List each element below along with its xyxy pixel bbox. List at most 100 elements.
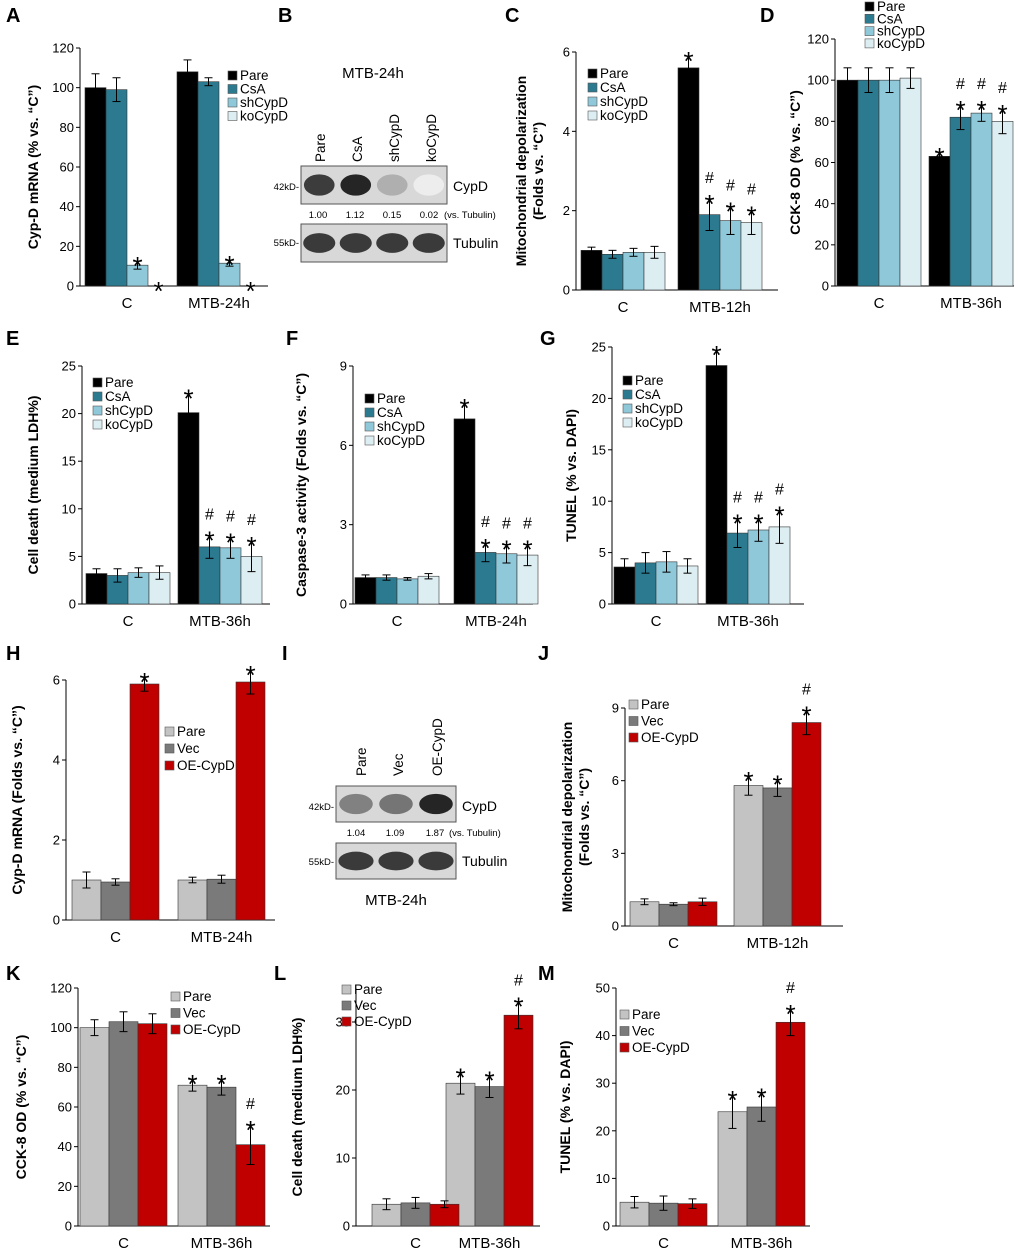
x-category-label: MTB-36h xyxy=(189,613,251,630)
x-category-label: C xyxy=(618,299,629,316)
bar xyxy=(949,116,972,287)
legend-swatch xyxy=(619,1042,630,1053)
bar xyxy=(601,254,624,291)
legend-swatch xyxy=(164,760,175,771)
y-tick-label: 2 xyxy=(563,203,570,218)
significance-star: * xyxy=(153,276,163,306)
legend-label: Pare xyxy=(635,373,664,388)
significance-star: * xyxy=(725,197,735,227)
chart-j: 0 3 6 9 Mitochondrial depolarization(Folds v… xyxy=(559,681,843,952)
bar xyxy=(677,67,700,291)
panel-letter-e: E xyxy=(6,328,19,350)
legend-label: koCypD xyxy=(877,36,925,51)
significance-star: * xyxy=(245,1115,255,1145)
y-tick-label: 20 xyxy=(60,239,74,254)
legend-swatch xyxy=(628,699,639,710)
legend-label: CsA xyxy=(877,11,903,26)
y-tick-label: 20 xyxy=(58,1179,72,1194)
legend-swatch xyxy=(92,391,103,402)
legend-label: shCypD xyxy=(635,401,683,416)
y-tick-label: 80 xyxy=(60,120,74,135)
blot-b-band-tubulin: Tubulin xyxy=(453,235,498,251)
y-tick-label: 0 xyxy=(53,913,60,928)
blot-i-title: MTB-24h xyxy=(365,892,427,909)
significance-star: * xyxy=(774,500,784,530)
legend-swatch xyxy=(170,991,181,1002)
legend-label: shCypD xyxy=(240,95,288,110)
y-tick-label: 6 xyxy=(563,45,570,60)
x-category-label: C xyxy=(410,1235,421,1252)
x-category-label: C xyxy=(122,295,133,312)
legend-swatch xyxy=(164,743,175,754)
legend-swatch xyxy=(364,435,375,446)
bar xyxy=(474,1086,505,1227)
significance-star: * xyxy=(224,250,234,280)
legend-swatch xyxy=(587,82,598,93)
legend-swatch xyxy=(170,1024,181,1035)
legend-swatch xyxy=(587,110,598,121)
panel-letter-j: J xyxy=(538,643,549,665)
legend-label: Pare xyxy=(641,697,670,712)
legend-label: koCypD xyxy=(105,417,153,432)
legend-label: Pare xyxy=(105,375,134,390)
legend-swatch xyxy=(92,377,103,388)
legend-swatch xyxy=(619,1026,630,1036)
x-category-label: MTB-12h xyxy=(689,299,751,316)
y-tick-label: 15 xyxy=(592,442,606,457)
significance-star: * xyxy=(484,1066,494,1096)
significance-star: * xyxy=(139,667,149,697)
significance-star: * xyxy=(246,531,256,561)
y-tick-label: 10 xyxy=(592,494,606,509)
x-category-label: MTB-36h xyxy=(459,1235,521,1252)
x-category-label: C xyxy=(118,1235,129,1252)
chart-h: 0 2 4 6 Cyp-D mRNA (Folds vs. “C”) C MTB-24h * *… xyxy=(9,660,275,946)
legend-label: Vec xyxy=(641,714,664,729)
blot-i-marker-42kd: 42kD- xyxy=(309,802,334,813)
significance-star: * xyxy=(480,533,490,563)
western-blot-i: Pare Vec OE-CypD 42kD- 55kD- CypD Tubuli… xyxy=(309,718,508,909)
legend-label: OE-CypD xyxy=(177,758,235,773)
legend-label: Vec xyxy=(177,741,200,756)
blot-b-lane-label: Pare xyxy=(313,133,328,162)
y-tick-label: 0 xyxy=(343,1219,350,1234)
significance-star: * xyxy=(187,1069,197,1099)
legend-swatch xyxy=(227,84,238,94)
significance-star: * xyxy=(522,535,532,565)
tubulin-band xyxy=(418,851,454,871)
legend-label: shCypD xyxy=(600,94,648,109)
legend-label: Pare xyxy=(377,391,406,406)
significance-star: * xyxy=(756,1083,766,1113)
cypd-band xyxy=(339,793,373,815)
chart-f: 0 3 6 9 Caspase-3 activity (Folds vs. “C”) C M… xyxy=(293,359,539,630)
bar xyxy=(791,722,822,927)
bar xyxy=(970,112,993,287)
legend-label: Pare xyxy=(177,724,206,739)
panel-letter-g: G xyxy=(540,328,556,350)
blot-b-ratio-note: (vs. Tubulin) xyxy=(444,210,496,221)
significance-star: * xyxy=(976,95,986,125)
panel-letter-h: H xyxy=(6,643,20,665)
bar xyxy=(991,121,1014,287)
significance-hash: # xyxy=(956,76,965,93)
significance-star: * xyxy=(513,992,523,1022)
significance-star: * xyxy=(997,99,1007,129)
legend-swatch xyxy=(864,26,875,36)
legend-swatch xyxy=(227,97,238,108)
chart-d: 0 20 40 60 80 100 120 CCK-8 OD (% vs. “C”) C MTB-… xyxy=(787,0,1014,312)
bar xyxy=(177,412,200,605)
chart-e: 0 5 10 15 20 25 Cell death (medium LDH%) C MTB-3… xyxy=(25,359,270,630)
panel-letter-l: L xyxy=(274,963,286,985)
y-axis-title: Cell death (medium LDH%) xyxy=(289,1018,305,1197)
x-category-label: C xyxy=(668,935,679,952)
blot-i-marker-55kd: 55kD- xyxy=(309,857,334,868)
blot-b-band-cypd: CypD xyxy=(453,178,488,194)
tubulin-band xyxy=(378,851,414,871)
bar xyxy=(629,901,660,927)
y-tick-label: 20 xyxy=(336,1083,350,1098)
y-tick-label: 100 xyxy=(50,1020,72,1035)
significance-star: * xyxy=(785,999,795,1029)
y-axis-title: Caspase-3 activity (Folds vs. “C”) xyxy=(293,373,309,597)
significance-hash: # xyxy=(226,508,235,525)
bar xyxy=(453,418,476,605)
bar xyxy=(177,879,208,921)
